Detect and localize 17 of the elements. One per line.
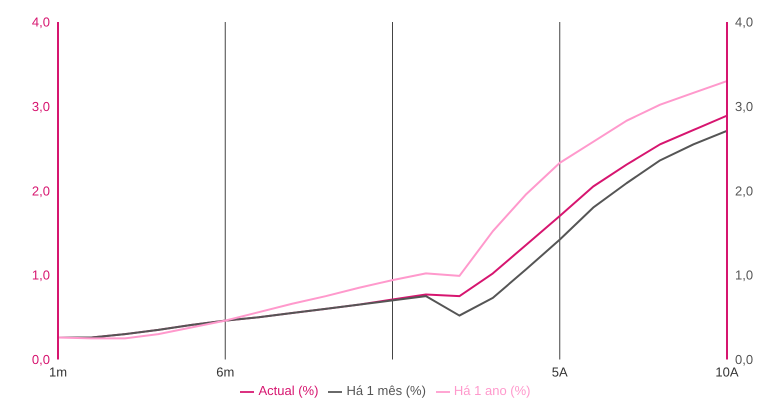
y2-tick-label: 4,0 xyxy=(735,14,754,30)
x-tick-label: 1m xyxy=(48,364,68,380)
y-tick-label: 2,0 xyxy=(32,183,50,198)
y-tick-label: 4,0 xyxy=(32,14,50,30)
y2-tick-label: 1,0 xyxy=(735,268,754,283)
y-tick-label: 0,0 xyxy=(32,352,50,368)
x-tick-label: 10A xyxy=(715,364,739,380)
x-tick-label: 6m xyxy=(216,364,234,380)
y-tick-label: 1,0 xyxy=(32,268,50,283)
y2-tick-label: 3,0 xyxy=(735,98,754,114)
y2-tick-label: 0,0 xyxy=(735,352,754,368)
legend-label: Actual (%) xyxy=(258,383,318,398)
x-tick-label: 5A xyxy=(552,364,568,380)
y2-tick-label: 2,0 xyxy=(735,183,754,198)
y-tick-label: 3,0 xyxy=(32,98,50,114)
legend-label: Há 1 mês (%) xyxy=(346,383,426,398)
legend-label: Há 1 ano (%) xyxy=(454,383,531,398)
